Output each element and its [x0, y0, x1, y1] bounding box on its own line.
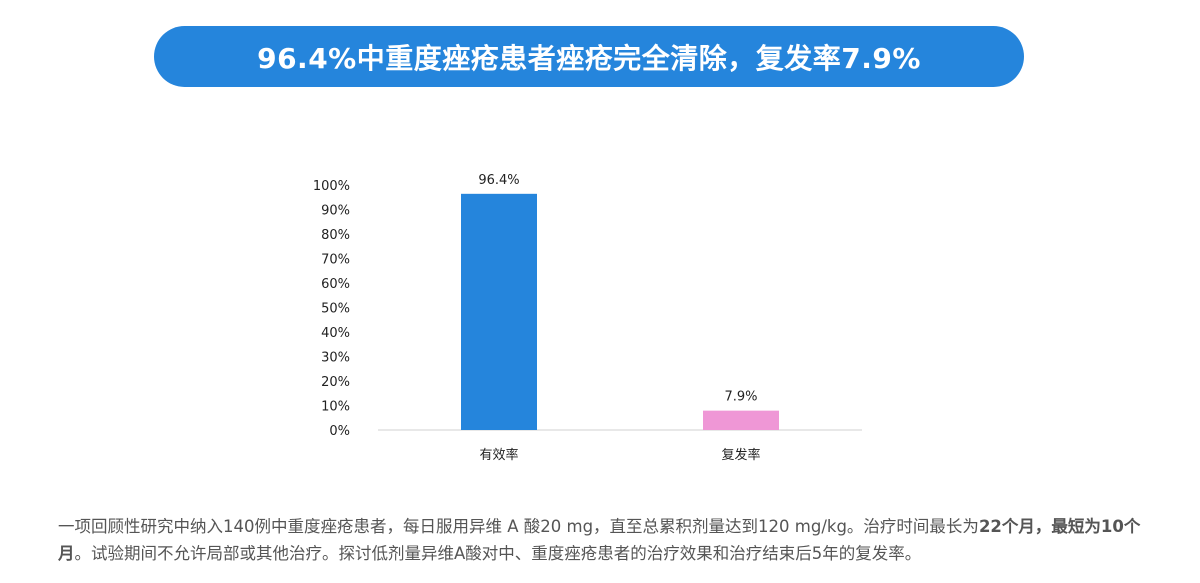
caption-text: 一项回顾性研究中纳入140例中重度痤疮患者，每日服用异维 A 酸20 mg，直至… — [58, 517, 979, 536]
y-tick-label: 90% — [321, 204, 350, 219]
y-tick-label: 10% — [321, 400, 350, 415]
y-tick-label: 0% — [329, 424, 350, 439]
caption-highlight: 22个月，最短为10个月 — [58, 517, 1141, 563]
data-label: 96.4% — [478, 173, 519, 188]
bar-2 — [703, 410, 779, 430]
study-description: 一项回顾性研究中纳入140例中重度痤疮患者，每日服用异维 A 酸20 mg，直至… — [58, 513, 1168, 567]
y-axis: 0% 10% 20% 30% 40% 50% 60% 70% 80% 90% 100% — [313, 179, 350, 439]
y-tick-label: 100% — [313, 179, 350, 194]
y-tick-label: 70% — [321, 253, 350, 268]
y-tick-label: 20% — [321, 375, 350, 390]
bars: 96.4% 有效率 7.9% 复发率 — [461, 173, 779, 463]
bar-chart: 0% 10% 20% 30% 40% 50% 60% 70% 80% 90% 100% 96.4% 有… — [313, 173, 862, 463]
bar-1 — [461, 193, 537, 430]
page-title: 96.4%中重度痤疮患者痤疮完全清除，复发率7.9% — [257, 41, 921, 75]
y-tick-label: 60% — [321, 277, 350, 292]
caption-text-end: 。试验期间不允许局部或其他治疗。探讨低剂量异维A酸对中、重度痤疮患者的治疗效果和… — [74, 544, 922, 563]
y-tick-label: 40% — [321, 326, 350, 341]
x-category-label: 有效率 — [479, 447, 518, 463]
y-tick-label: 50% — [321, 302, 350, 317]
x-category-label: 复发率 — [721, 447, 760, 463]
y-tick-label: 80% — [321, 228, 350, 243]
data-label: 7.9% — [724, 390, 757, 405]
y-tick-label: 30% — [321, 351, 350, 366]
title-banner: 96.4%中重度痤疮患者痤疮完全清除，复发率7.9% — [154, 26, 1024, 87]
